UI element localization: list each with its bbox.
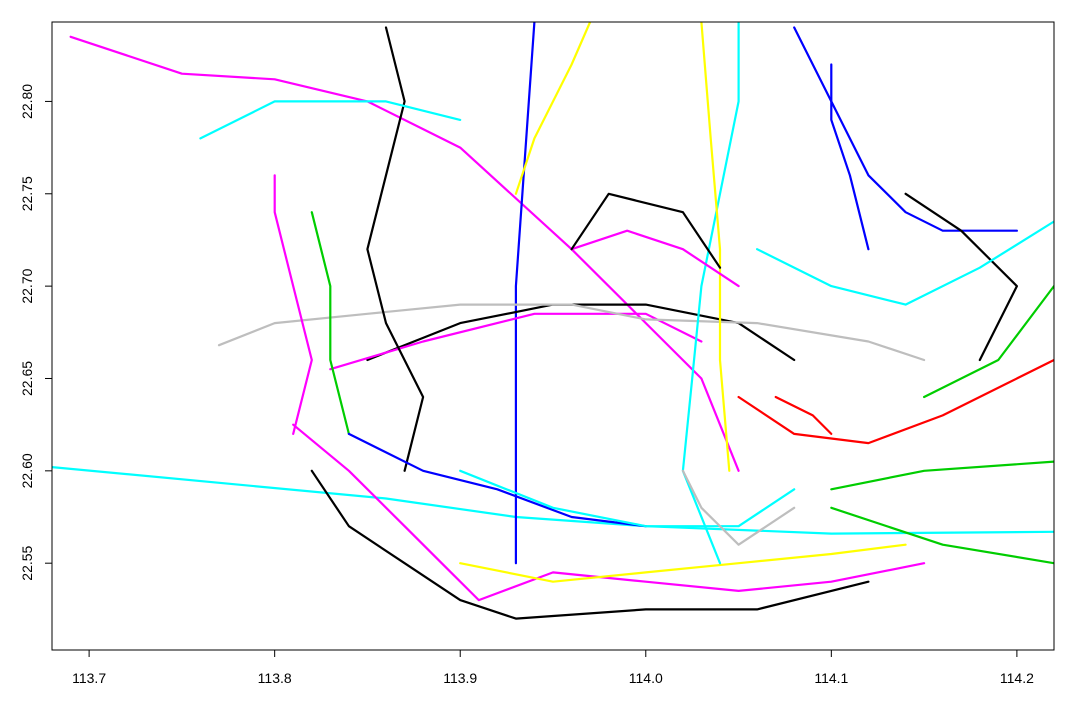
series-line-23 [570, 229, 740, 288]
series-line-22 [199, 100, 462, 140]
series-line-2 [514, 22, 536, 565]
y-tick-label: 22.65 [19, 361, 35, 396]
series-line-6 [830, 460, 1054, 491]
series-line-17 [904, 192, 1019, 362]
series-line-5 [459, 543, 907, 583]
x-tick-label: 114.0 [629, 670, 663, 686]
series-line-26 [681, 469, 796, 546]
x-tick-label: 113.7 [72, 670, 106, 686]
series-line-15 [793, 26, 1019, 232]
series-line-7 [830, 506, 1054, 565]
series-line-11 [217, 303, 926, 362]
series-layer [52, 22, 1054, 620]
y-tick-label: 22.75 [19, 176, 35, 211]
y-tick-label: 22.60 [19, 453, 35, 488]
series-line-4 [310, 469, 870, 620]
x-tick-label: 113.8 [258, 670, 292, 686]
x-axis: 113.7 113.8 113.9 114.0 114.1 114.2 [72, 650, 1034, 686]
series-line-10 [329, 312, 703, 371]
series-line-16 [830, 63, 870, 251]
series-line-12 [366, 26, 425, 472]
series-line-8 [737, 358, 1054, 445]
plot-frame [51, 21, 1055, 651]
series-line-21 [700, 22, 731, 472]
series-line-9 [366, 303, 796, 362]
y-tick-label: 22.70 [19, 268, 35, 303]
x-tick-label: 114.2 [1000, 670, 1034, 686]
y-axis: 22.55 22.60 22.65 22.70 22.75 22.80 [19, 84, 52, 581]
series-line-14 [273, 174, 313, 435]
series-line-0 [52, 466, 1054, 535]
series-line-13 [310, 211, 350, 435]
series-line-19 [514, 22, 592, 195]
series-line-18 [755, 220, 1054, 306]
series-line-27 [774, 395, 833, 435]
series-line-1 [69, 35, 740, 472]
x-tick-label: 113.9 [443, 670, 477, 686]
series-line-3 [292, 423, 926, 602]
series-line-20 [681, 22, 740, 565]
series-line-29 [570, 192, 722, 269]
series-line-24 [347, 432, 647, 528]
x-tick-label: 114.1 [814, 670, 848, 686]
y-tick-label: 22.80 [19, 84, 35, 119]
series-line-25 [459, 469, 796, 528]
series-line-28 [922, 285, 1054, 399]
y-tick-label: 22.55 [19, 545, 35, 580]
